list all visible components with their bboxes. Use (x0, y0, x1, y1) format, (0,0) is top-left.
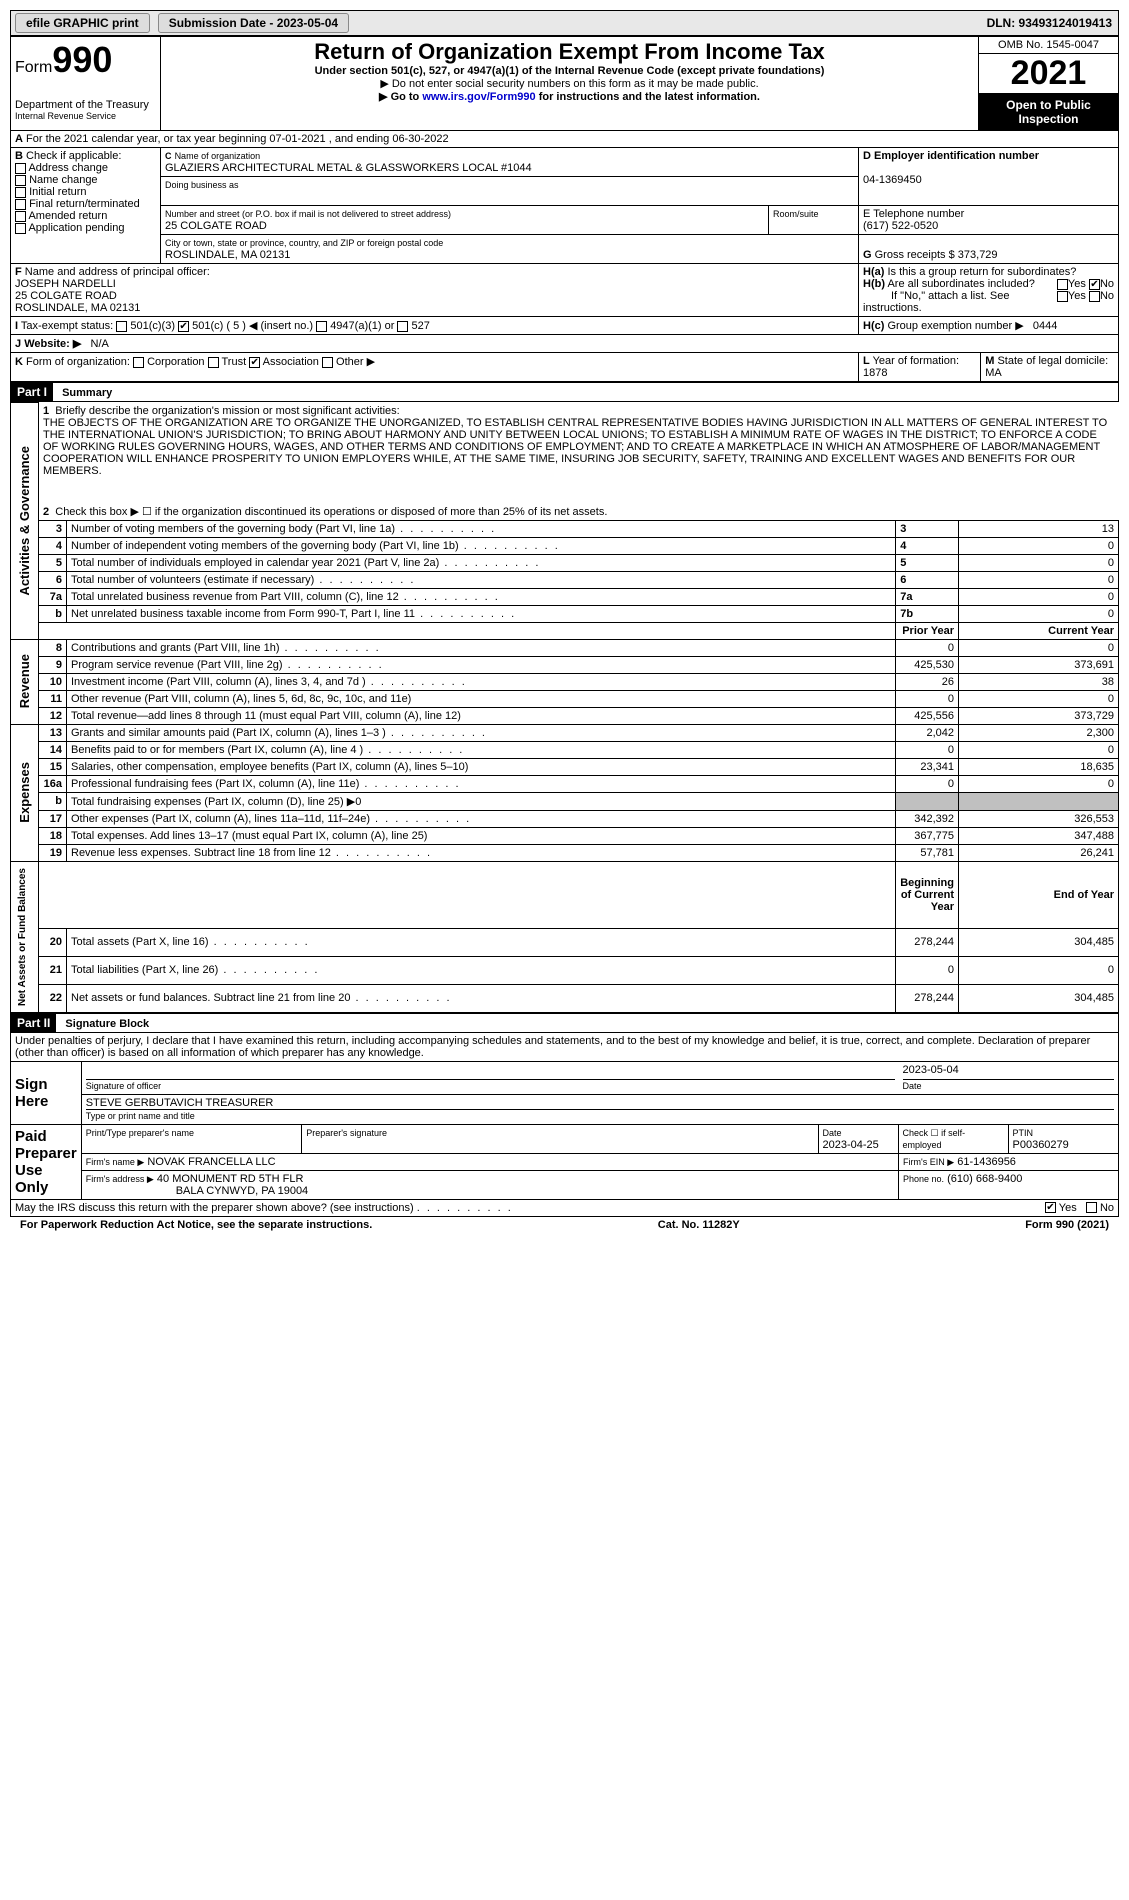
net-assets-label: Net Assets or Fund Balances (15, 864, 30, 1010)
table-row: 5Total number of individuals employed in… (11, 554, 1119, 571)
section-a: A For the 2021 calendar year, or tax yea… (10, 131, 1119, 147)
paid-preparer-label: Paid Preparer Use Only (11, 1124, 82, 1199)
table-row: 22Net assets or fund balances. Subtract … (11, 984, 1119, 1012)
org-name: GLAZIERS ARCHITECTURAL METAL & GLASSWORK… (165, 162, 532, 174)
ha-yes-checkbox[interactable] (1057, 279, 1068, 290)
gross-receipts: 373,729 (958, 249, 998, 261)
footer: For Paperwork Reduction Act Notice, see … (10, 1217, 1119, 1233)
omb-number: OMB No. 1545-0047 (979, 37, 1118, 54)
trust-checkbox[interactable] (208, 357, 219, 368)
irs-label: Internal Revenue Service (15, 111, 156, 121)
amended-return-checkbox[interactable] (15, 211, 26, 222)
group-exemption: 0444 (1033, 320, 1057, 332)
firm-phone: (610) 668-9400 (947, 1173, 1022, 1185)
irs-link[interactable]: www.irs.gov/Form990 (422, 91, 535, 103)
table-row: 3Number of voting members of the governi… (11, 520, 1119, 537)
table-row: 7aTotal unrelated business revenue from … (11, 588, 1119, 605)
submission-date-button[interactable]: Submission Date - 2023-05-04 (158, 13, 349, 33)
dln-label: DLN: 93493124019413 (987, 16, 1112, 30)
table-row: 16aProfessional fundraising fees (Part I… (11, 775, 1119, 792)
final-return-checkbox[interactable] (15, 199, 26, 210)
firm-ein: 61-1436956 (957, 1156, 1016, 1168)
address-change-checkbox[interactable] (15, 163, 26, 174)
527-checkbox[interactable] (397, 321, 408, 332)
perjury-declaration: Under penalties of perjury, I declare th… (10, 1033, 1119, 1061)
prep-date: 2023-04-25 (823, 1139, 879, 1151)
501c3-checkbox[interactable] (116, 321, 127, 332)
officer-name-title: STEVE GERBUTAVICH TREASURER (86, 1097, 1114, 1110)
table-row: 21Total liabilities (Part X, line 26)00 (11, 956, 1119, 984)
efile-print-button[interactable]: efile GRAPHIC print (15, 13, 150, 33)
assoc-checkbox[interactable] (249, 357, 260, 368)
table-row: 11Other revenue (Part VIII, column (A), … (11, 690, 1119, 707)
table-row: 17Other expenses (Part IX, column (A), l… (11, 810, 1119, 827)
part1-header: Part I Summary (10, 382, 1119, 402)
application-pending-checkbox[interactable] (15, 223, 26, 234)
instr-1: ▶ Do not enter social security numbers o… (165, 77, 974, 90)
telephone: (617) 522-0520 (863, 220, 938, 232)
discuss-yes-checkbox[interactable] (1045, 1202, 1056, 1213)
table-row: 18Total expenses. Add lines 13–17 (must … (11, 827, 1119, 844)
initial-return-checkbox[interactable] (15, 187, 26, 198)
header-table: Form990 Department of the Treasury Inter… (10, 36, 1119, 131)
dept-label: Department of the Treasury (15, 99, 156, 111)
officer-name: JOSEPH NARDELLI (15, 278, 116, 290)
table-row: 9Program service revenue (Part VIII, lin… (11, 656, 1119, 673)
form-page: efile GRAPHIC print Submission Date - 20… (0, 0, 1129, 1243)
org-city: ROSLINDALE, MA 02131 (165, 249, 290, 261)
state-domicile: MA (985, 367, 1002, 379)
table-row: bNet unrelated business taxable income f… (11, 605, 1119, 622)
open-inspection: Open to Public Inspection (979, 94, 1118, 130)
corp-checkbox[interactable] (133, 357, 144, 368)
firm-name: NOVAK FRANCELLA LLC (147, 1156, 275, 1168)
expenses-label: Expenses (15, 758, 34, 827)
table-row: 19Revenue less expenses. Subtract line 1… (11, 844, 1119, 861)
org-address: 25 COLGATE ROAD (165, 220, 267, 232)
table-row: 12Total revenue—add lines 8 through 11 (… (11, 707, 1119, 724)
name-change-checkbox[interactable] (15, 175, 26, 186)
tax-year: 2021 (979, 54, 1118, 93)
other-checkbox[interactable] (322, 357, 333, 368)
sign-here-label: Sign Here (11, 1061, 82, 1124)
mission-text: THE OBJECTS OF THE ORGANIZATION ARE TO O… (43, 417, 1107, 477)
4947-checkbox[interactable] (316, 321, 327, 332)
501c-checkbox[interactable] (178, 321, 189, 332)
form-subtitle: Under section 501(c), 527, or 4947(a)(1)… (165, 65, 974, 77)
table-row: 20Total assets (Part X, line 16)278,2443… (11, 928, 1119, 956)
table-row: bTotal fundraising expenses (Part IX, co… (11, 792, 1119, 810)
table-row: 6Total number of volunteers (estimate if… (11, 571, 1119, 588)
firm-address: 40 MONUMENT RD 5TH FLR (157, 1173, 303, 1185)
table-row: 10Investment income (Part VIII, column (… (11, 673, 1119, 690)
top-bar: efile GRAPHIC print Submission Date - 20… (10, 10, 1119, 36)
ha-no-checkbox[interactable] (1089, 279, 1100, 290)
signature-table: Sign Here Signature of officer 2023-05-0… (10, 1061, 1119, 1217)
hb-yes-checkbox[interactable] (1057, 291, 1068, 302)
form-title: Return of Organization Exempt From Incom… (165, 39, 974, 65)
b-label: Check if applicable: (26, 150, 121, 162)
discuss-no-checkbox[interactable] (1086, 1202, 1097, 1213)
instr-2: ▶ Go to www.irs.gov/Form990 for instruct… (165, 90, 974, 103)
table-row: 15Salaries, other compensation, employee… (11, 758, 1119, 775)
form-990-label: Form990 (15, 39, 156, 81)
info-table: B Check if applicable: Address change Na… (10, 147, 1119, 382)
revenue-label: Revenue (15, 650, 34, 712)
part2-header: Part II Signature Block (10, 1013, 1119, 1033)
website: N/A (91, 338, 109, 350)
activities-governance-label: Activities & Governance (15, 442, 34, 600)
table-row: 14Benefits paid to or for members (Part … (11, 741, 1119, 758)
ptin: P00360279 (1013, 1139, 1069, 1151)
hb-no-checkbox[interactable] (1089, 291, 1100, 302)
summary-table: Activities & Governance 1 Briefly descri… (10, 402, 1119, 1013)
sig-date: 2023-05-04 (903, 1064, 1115, 1080)
table-row: 4Number of independent voting members of… (11, 537, 1119, 554)
ein: 04-1369450 (863, 174, 922, 186)
year-formation: 1878 (863, 367, 887, 379)
